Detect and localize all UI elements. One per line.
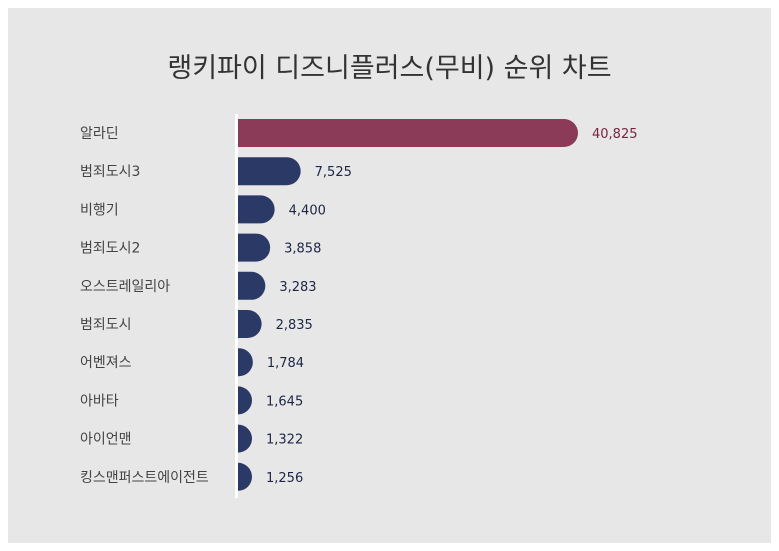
bar bbox=[238, 119, 578, 147]
bar bbox=[238, 310, 262, 339]
bar bbox=[238, 271, 266, 300]
value-label: 7,525 bbox=[315, 165, 352, 180]
category-label: 아이언맨 bbox=[80, 432, 132, 448]
category-label: 범죄도시3 bbox=[80, 164, 140, 180]
category-label: 어벤져스 bbox=[80, 355, 132, 371]
category-label: 오스트레일리아 bbox=[80, 279, 170, 295]
bar bbox=[238, 462, 252, 491]
bar bbox=[238, 348, 253, 377]
bar bbox=[238, 386, 252, 415]
value-label: 1,784 bbox=[267, 356, 304, 371]
category-label: 범죄도시 bbox=[80, 317, 132, 333]
category-label: 아바타 bbox=[80, 393, 119, 409]
category-label: 킹스맨퍼스트에이전트 bbox=[80, 470, 209, 486]
value-label: 40,825 bbox=[592, 127, 638, 142]
bar bbox=[238, 195, 275, 224]
chart-title: 랭키파이 디즈니플러스(무비) 순위 차트 bbox=[167, 53, 612, 84]
bar bbox=[238, 424, 252, 453]
bar bbox=[238, 157, 301, 186]
value-label: 1,322 bbox=[266, 433, 303, 448]
category-label: 알라딘 bbox=[80, 126, 119, 142]
value-label: 2,835 bbox=[276, 318, 313, 333]
value-label: 3,283 bbox=[279, 280, 316, 295]
category-label: 범죄도시2 bbox=[80, 241, 140, 257]
category-label: 비행기 bbox=[80, 202, 119, 218]
chart-background bbox=[8, 8, 771, 543]
value-label: 4,400 bbox=[289, 203, 326, 218]
value-label: 1,645 bbox=[266, 394, 303, 409]
bar bbox=[238, 233, 271, 262]
value-label: 1,256 bbox=[266, 471, 303, 486]
value-label: 3,858 bbox=[284, 242, 321, 257]
